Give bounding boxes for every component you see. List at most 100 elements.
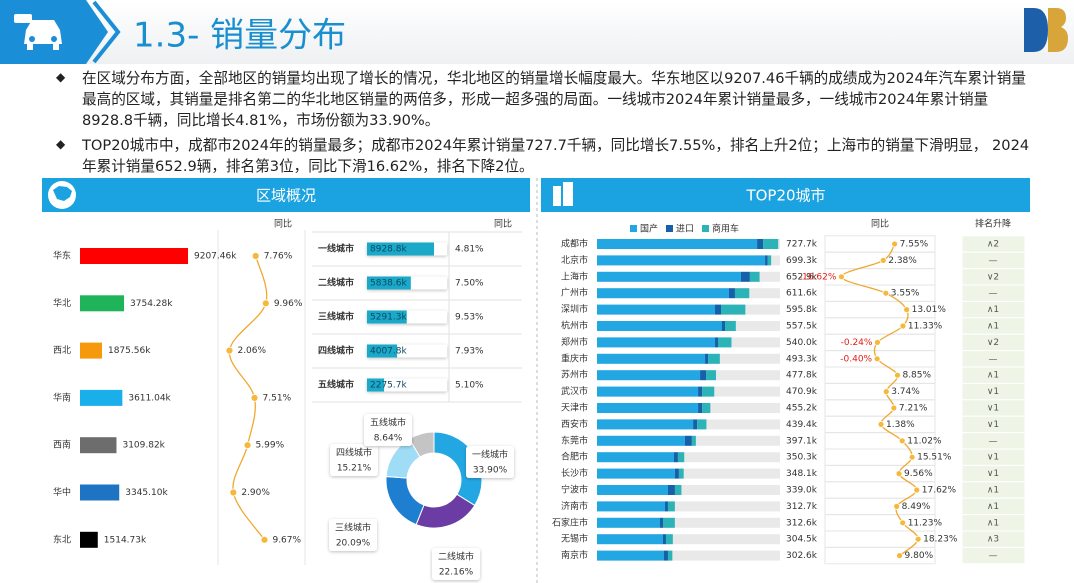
bullet-text: 在区域分布方面，全部地区的销量均出现了增长的情况，华北地区的销量增长幅度最大。华… (82, 70, 1026, 129)
bar-track (597, 485, 780, 495)
growth-cell (824, 546, 936, 565)
total-label: 439.4k (786, 420, 818, 430)
value-label: 1875.56k (108, 346, 151, 356)
bullet-marker: ◆ (56, 137, 66, 151)
growth-dot (891, 240, 899, 248)
rank-change: — (989, 436, 998, 446)
category-label: 济南市 (561, 500, 588, 512)
rank-change: ∧1 (987, 502, 999, 512)
bar-track (367, 378, 447, 392)
growth-dot (908, 453, 916, 461)
growth-label: 9.96% (274, 299, 303, 309)
growth-label: 4.81% (455, 245, 484, 255)
building (563, 182, 573, 206)
rank-change: — (989, 551, 998, 561)
bar-segment (673, 452, 678, 463)
legend-swatch (666, 225, 673, 232)
bar-segment (597, 534, 663, 545)
total-label: 540.0k (786, 338, 818, 348)
growth-label: 7.76% (264, 252, 293, 262)
growth-dot (879, 256, 887, 264)
total-label: 455.2k (786, 404, 818, 414)
bar-segment (718, 337, 732, 348)
building-icon (553, 182, 573, 206)
bar-segment (597, 452, 674, 463)
category-label: 苏州市 (561, 369, 588, 381)
bar-segment (757, 239, 764, 249)
bar-segment (698, 386, 703, 397)
callout-value: 8.64% (374, 434, 403, 444)
total-label: 470.9k (786, 387, 818, 397)
total-label: 348.1k (786, 469, 818, 479)
total-label: 493.3k (786, 354, 818, 364)
logo-b (1048, 8, 1068, 52)
callout-value: 15.21% (337, 464, 372, 474)
callout-category: 二线城市 (438, 551, 474, 563)
category-label: 长沙市 (561, 467, 588, 479)
category-label: 东北 (53, 533, 71, 545)
panel-header (42, 178, 530, 212)
category-label: 成都市 (561, 238, 588, 250)
bar-segment (740, 271, 750, 282)
column-header: 排名升降 (975, 218, 1011, 230)
car-light (51, 36, 57, 42)
growth-label: 9.80% (905, 551, 934, 561)
growth-label: 2.90% (241, 488, 270, 498)
rank-change: — (989, 289, 998, 299)
value-label: 9207.46k (194, 252, 237, 262)
panel-title: 区域概况 (256, 187, 316, 205)
logo-d (1024, 8, 1048, 52)
total-label: 652.9k (786, 272, 818, 282)
growth-label: 7.50% (455, 279, 484, 289)
total-label: 304.5k (786, 535, 818, 545)
bar-segment (597, 419, 694, 430)
growth-dot (895, 470, 903, 478)
growth-label: 3.74% (891, 387, 920, 397)
growth-label: 11.33% (908, 322, 943, 332)
bar-segment (767, 255, 772, 266)
donut-slice (385, 476, 425, 526)
bar (80, 389, 123, 406)
bar-segment (691, 435, 696, 446)
category-label: 二线城市 (318, 277, 354, 289)
rank-change: ∧1 (987, 518, 999, 528)
total-label: 339.0k (786, 486, 818, 496)
rank-change: ∧1 (987, 371, 999, 381)
car-light (29, 36, 35, 42)
total-label: 727.7k (786, 240, 818, 250)
category-label: 深圳市 (561, 303, 588, 315)
column-header: 同比 (871, 218, 889, 230)
column-header: 同比 (274, 218, 292, 230)
growth-dot (890, 404, 898, 412)
header-chevron-outline (92, 0, 121, 64)
callout-value: 20.09% (336, 539, 371, 549)
bullet-text: TOP20城市中，成都市2024年的销量最多；成都市2024年累计销量727.7… (82, 137, 1030, 175)
growth-dot (251, 252, 260, 260)
category-label: 五线城市 (318, 379, 354, 391)
bar-segment (597, 353, 706, 364)
total-label: 312.7k (786, 502, 818, 512)
growth-label: 5.10% (455, 381, 484, 391)
growth-dot (243, 441, 252, 450)
bar (80, 484, 120, 501)
growth-dot (261, 299, 270, 308)
header-band (0, 0, 1074, 64)
bar-segment (597, 288, 729, 299)
growth-dot (229, 488, 238, 497)
category-label: 武汉市 (561, 385, 588, 397)
category-label: 上海市 (561, 270, 588, 282)
bar-segment (597, 485, 668, 495)
rank-change: — (989, 256, 998, 266)
bar (80, 531, 98, 548)
bar-segment (662, 517, 675, 528)
bar-track (597, 550, 780, 561)
bar (80, 295, 125, 312)
slide-title: 1.3- 销量分布 (133, 16, 346, 56)
bar (367, 276, 411, 290)
callout-category: 三线城市 (335, 522, 371, 534)
total-label: 477.8k (786, 371, 818, 381)
column-header: 同比 (494, 218, 512, 230)
logo (1024, 8, 1068, 52)
value-label: 3345.10k (125, 488, 168, 498)
